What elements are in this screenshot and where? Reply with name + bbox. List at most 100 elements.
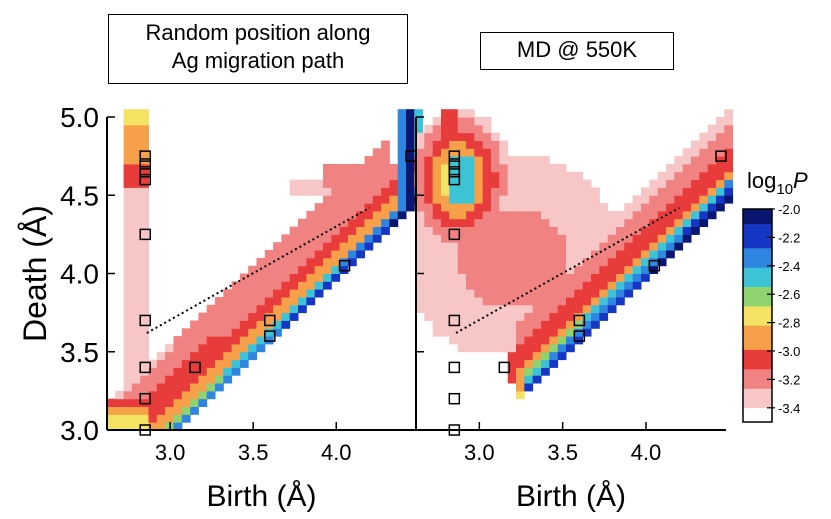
colorbar-segment (743, 407, 772, 413)
left-heat-cell (347, 218, 357, 227)
right-heat-cell (599, 242, 609, 251)
right-heat-cell (457, 109, 467, 118)
right-heat-cell (549, 218, 559, 227)
right-heat-cell (616, 289, 625, 298)
right-heat-cell (482, 124, 492, 134)
left-heat-cell (323, 203, 332, 212)
right-heat-cell (516, 226, 525, 235)
right-heat-cell (524, 171, 534, 181)
left-heat-cell (323, 179, 332, 188)
right-heat-cell (541, 336, 550, 345)
right-heat-cell (632, 210, 642, 220)
right-heat-cell (616, 273, 625, 282)
colorbar-segment (743, 320, 772, 326)
left-heat-cell (231, 320, 241, 329)
right-heat-cell (541, 171, 550, 181)
right-heat-cell (474, 164, 484, 173)
left-heat-cell (331, 203, 341, 212)
right-heat-cell (566, 273, 575, 282)
right-heat-cell (532, 164, 542, 173)
colorbar: -2.0 -2.2 -2.4 -2.6 -2.8 -3.0 -3.2 -3.4 log10P (742, 168, 808, 423)
right-heat-cell (549, 164, 559, 173)
right-heat-cell (432, 203, 442, 212)
right-heat-cell (424, 312, 434, 321)
right-heat-cell (699, 218, 709, 227)
right-heat-cell (582, 187, 592, 196)
right-heat-cell (566, 234, 575, 243)
right-heat-cell (491, 304, 500, 314)
right-heat-cell (649, 234, 659, 243)
right-heat-cell (716, 117, 725, 126)
right-heat-cell (716, 203, 725, 212)
left-heat-cell (131, 375, 141, 384)
left-heat-cell (372, 226, 382, 235)
left-heat-cell (397, 124, 407, 134)
right-heat-cell (516, 312, 525, 321)
left-heat-cell (298, 265, 307, 274)
right-heat-cell (499, 171, 509, 181)
right-heat-cell (466, 195, 475, 204)
colorbar-tick-label: -3.2 (778, 372, 800, 387)
right-heat-cell (491, 132, 500, 141)
right-heat-cell (474, 343, 484, 353)
left-heat-cell (356, 250, 365, 259)
left-heat-cell (364, 242, 374, 251)
left-heat-cell (298, 304, 307, 314)
left-heat-cell (381, 218, 390, 227)
left-heat-cell (273, 265, 282, 274)
left-heat-cell (140, 328, 149, 337)
right-heat-cell (599, 281, 609, 290)
right-heat-cell (549, 320, 559, 329)
right-heat-cell (499, 320, 509, 329)
left-heat-cell (331, 242, 341, 251)
left-heat-cell (347, 187, 357, 196)
right-heat-cell (491, 257, 500, 267)
left-marker-square (139, 173, 151, 186)
right-heat-cell (632, 226, 642, 235)
left-heat-cell (339, 226, 349, 235)
left-heat-cell (356, 171, 365, 181)
right-heat-cell (507, 281, 517, 290)
right-heat-cell (532, 234, 542, 243)
left-heat-cell (123, 187, 133, 196)
right-heat-cell (466, 140, 475, 149)
left-heat-cell (389, 210, 399, 220)
right-heat-cell (449, 203, 459, 212)
left-heat-cell (339, 195, 349, 204)
left-heat-cell (289, 281, 299, 290)
right-heat-cell (707, 179, 717, 188)
right-heat-cell (491, 289, 500, 298)
right-heat-cell (557, 320, 567, 329)
right-heat-cell (491, 234, 500, 243)
colorbar-segment (743, 286, 772, 292)
left-heat-cell (347, 226, 357, 235)
colorbar-segment (743, 271, 772, 278)
left-heat-cell (123, 226, 133, 235)
right-heat-cell (424, 226, 434, 235)
right-heat-cell (516, 164, 525, 173)
left-heat-cell (356, 179, 365, 188)
left-heat-cell (165, 359, 174, 368)
colorbar-segment (743, 383, 772, 389)
left-heat-cell (131, 328, 141, 337)
left-heat-cell (123, 179, 133, 188)
right-heat-cell (516, 210, 525, 220)
left-heat-cell (173, 398, 183, 407)
right-heat-cell (632, 265, 642, 274)
right-heat-cell (541, 242, 550, 251)
right-heat-cell (674, 164, 684, 173)
right-heat-cell (424, 156, 434, 165)
right-heat-cell (507, 156, 517, 165)
left-heat-cell (406, 179, 415, 188)
right-heat-cell (457, 265, 467, 274)
left-heat-cell (123, 234, 133, 243)
right-x-axis-label: Birth (Å) (516, 480, 626, 513)
colorbar-segment (743, 213, 772, 220)
right-heat-cell (457, 156, 467, 165)
left-heat-cell (239, 289, 249, 298)
left-heat-cell (181, 406, 191, 415)
left-heat-cell (264, 297, 274, 306)
right-heat-cell (707, 187, 717, 196)
right-heat-cell (416, 257, 425, 267)
